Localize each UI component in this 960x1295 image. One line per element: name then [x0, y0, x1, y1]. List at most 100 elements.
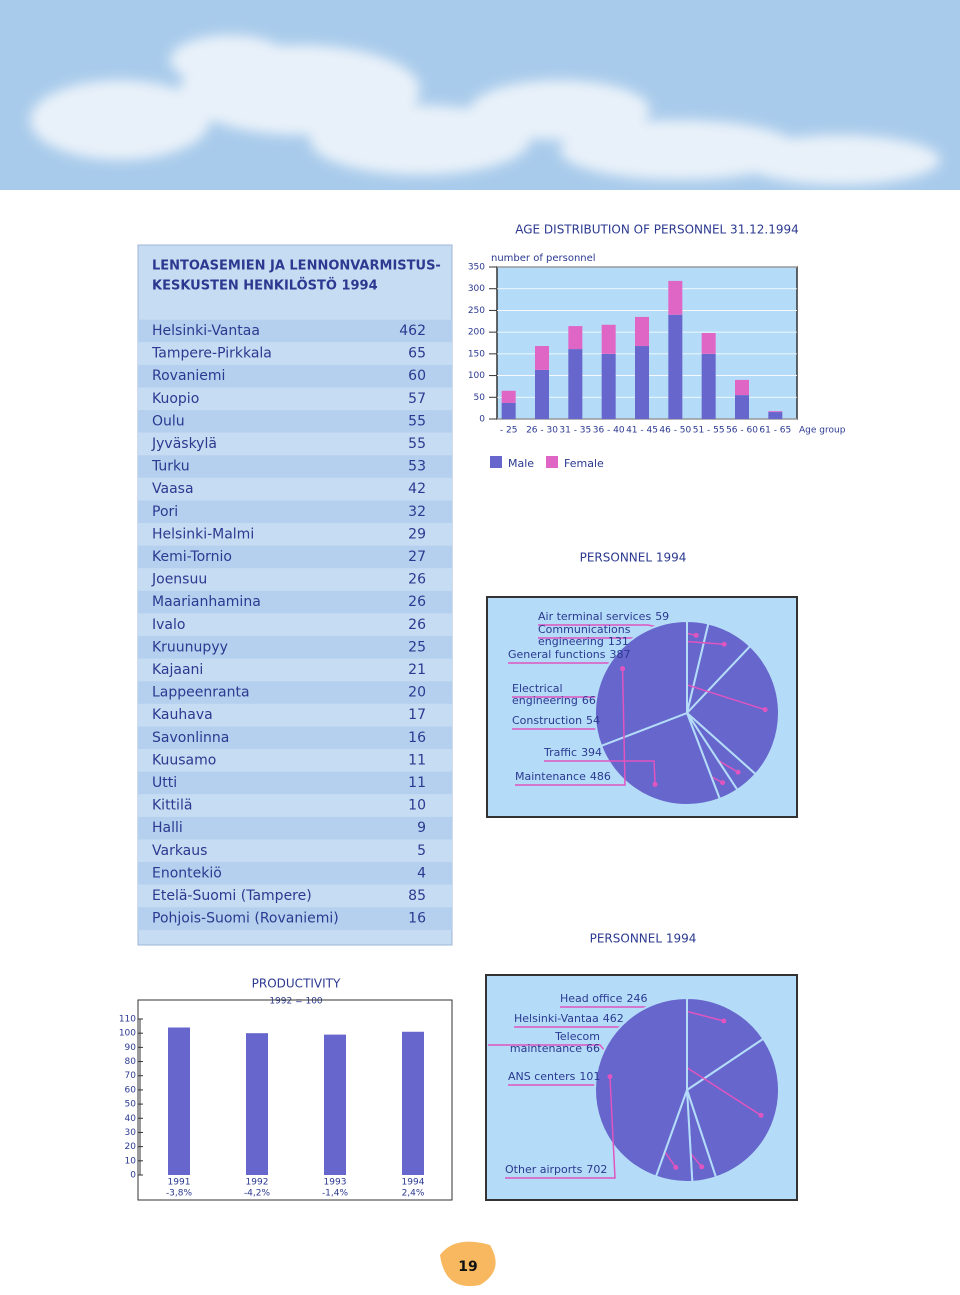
bar-segment	[635, 346, 649, 419]
y-tick-label: 100	[119, 1029, 136, 1039]
row-value: 57	[408, 391, 426, 407]
y-tick-label: 40	[125, 1114, 137, 1124]
x-tick-label: 41 - 45	[626, 426, 658, 436]
pie-slice	[594, 996, 688, 1178]
slice-value: 66	[586, 1042, 600, 1055]
y-tick-label: 150	[468, 349, 485, 359]
slice-name: Traffic	[544, 746, 578, 759]
slice-value: 486	[589, 770, 611, 783]
table-row	[138, 794, 452, 817]
x-tick-label: 1993	[324, 1178, 347, 1188]
row-value: 55	[408, 413, 426, 429]
bar-segment	[668, 280, 683, 315]
bar-segment	[535, 346, 549, 370]
leader-dot	[758, 1112, 764, 1118]
row-value: 29	[408, 526, 426, 542]
table-row	[138, 636, 452, 659]
table-title: KESKUSTEN HENKILÖSTÖ 1994	[152, 278, 378, 294]
annotation: 2,4%	[402, 1189, 425, 1199]
legend-label: Female	[564, 457, 604, 470]
chart-title: PERSONNEL 1994	[580, 551, 687, 565]
bar-segment	[635, 316, 649, 347]
row-value: 53	[408, 459, 426, 475]
row-value: 21	[408, 662, 426, 678]
x-tick-label: - 25	[500, 426, 518, 436]
slice-value: 462	[602, 1012, 624, 1025]
y-tick-label: 250	[468, 306, 485, 316]
y-tick-label: 80	[125, 1057, 137, 1067]
bar-segment	[735, 379, 749, 396]
row-name: Kajaani	[152, 662, 203, 678]
slice-value: 387	[609, 648, 631, 661]
pie-slice	[686, 996, 765, 1092]
pie-slice	[594, 619, 688, 748]
row-value: 25	[408, 639, 426, 655]
y-tick-label: 0	[479, 415, 485, 425]
row-name: Kruunupyy	[152, 639, 228, 655]
slice-label: Construction 54	[512, 715, 632, 727]
table-title: LENTOASEMIEN JA LENNONVARMISTUS-	[152, 259, 441, 274]
slice-name: Head office	[560, 992, 623, 1005]
row-name: Kittilä	[152, 798, 192, 814]
row-value: 26	[408, 594, 426, 610]
slice-name: Electrical engineering	[512, 682, 578, 707]
table-row	[138, 613, 452, 637]
x-tick-label: 26 - 30	[526, 426, 558, 436]
table-row	[138, 658, 452, 682]
leader-dot	[721, 1018, 727, 1024]
bar-segment	[668, 314, 683, 419]
x-tick-label: 36 - 40	[593, 426, 625, 436]
leader-line	[515, 668, 626, 786]
bar	[402, 1031, 424, 1175]
bar-segment	[568, 349, 583, 419]
chart-title: PRODUCTIVITY	[252, 977, 341, 991]
leader-line	[505, 1076, 616, 1179]
slice-name: Other airports	[505, 1163, 583, 1176]
row-name: Halli	[152, 820, 183, 836]
row-name: Rovaniemi	[152, 368, 225, 384]
row-value: 60	[408, 368, 426, 384]
legend-swatch	[546, 456, 558, 468]
table-row	[138, 500, 452, 524]
row-value: 5	[417, 843, 426, 859]
slice-name: Air terminal services	[538, 610, 652, 623]
row-name: Vaasa	[152, 481, 194, 497]
x-tick-label: 1992	[246, 1178, 269, 1188]
slice-value: 246	[626, 992, 648, 1005]
row-value: 462	[399, 323, 426, 339]
slice-label: Electrical engineering 66	[512, 683, 612, 707]
table-row	[138, 884, 452, 908]
slice-label: Other airports 702	[505, 1164, 635, 1176]
table-row	[138, 319, 452, 343]
pie-slice	[685, 1037, 781, 1179]
slice-name: Maintenance	[515, 770, 586, 783]
row-value: 26	[408, 572, 426, 588]
slice-label: Air terminal services 59	[538, 611, 688, 623]
row-name: Utti	[152, 775, 177, 791]
row-name: Enontekiö	[152, 865, 222, 881]
slice-value: 394	[581, 746, 603, 759]
table-row	[138, 771, 452, 795]
bar-segment	[535, 369, 549, 419]
leader-dot	[607, 1074, 613, 1080]
y-tick-label: 20	[125, 1142, 137, 1152]
bar	[246, 1033, 268, 1175]
bar-segment	[601, 324, 616, 354]
leader-dot	[652, 781, 658, 787]
y-tick-label: 300	[468, 284, 485, 294]
y-tick-label: 60	[125, 1085, 137, 1095]
table-row	[138, 726, 452, 750]
row-value: 11	[408, 775, 426, 791]
leader-dot	[693, 632, 699, 638]
legend-label: Male	[508, 457, 534, 470]
x-tick-label: 61 - 65	[759, 426, 791, 436]
slice-value: 59	[655, 610, 670, 623]
y-tick-label: 0	[130, 1171, 136, 1181]
table-row	[138, 432, 452, 456]
slice-label: General functions 387	[508, 649, 678, 661]
table-row	[138, 364, 452, 388]
pie-slice	[685, 644, 780, 776]
bar	[324, 1034, 346, 1175]
leader-dot	[620, 666, 626, 672]
